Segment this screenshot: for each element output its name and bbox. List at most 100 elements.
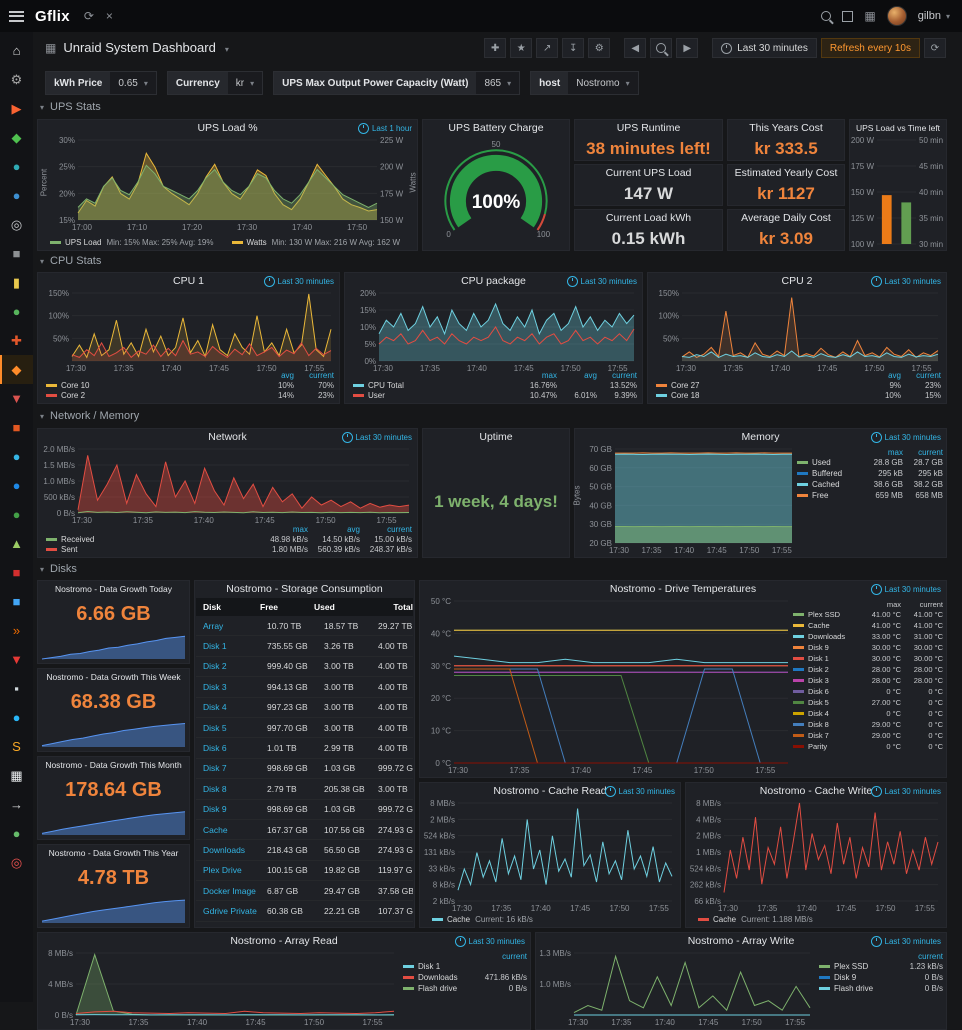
menu-toggle-icon[interactable] bbox=[9, 10, 24, 22]
shortcut-18-icon[interactable]: » bbox=[12, 623, 21, 638]
legend-row[interactable]: CPU Total 16.76% 13.52% bbox=[353, 380, 637, 390]
legend-row[interactable]: Disk 7 29.00 °C 0 °C bbox=[793, 730, 943, 741]
panel-title[interactable]: Uptime bbox=[479, 431, 513, 443]
legend-sort[interactable]: avg bbox=[584, 370, 597, 380]
legend-item[interactable]: UPS Load Min: 15% Max: 25% Avg: 19% bbox=[50, 238, 214, 247]
legend-row[interactable]: Used 28.8 GB 28.7 GB bbox=[797, 457, 943, 468]
panel-title[interactable]: Memory bbox=[741, 431, 780, 443]
legend-sort[interactable]: max bbox=[541, 370, 557, 380]
settings-icon[interactable]: ⚙ bbox=[10, 71, 23, 87]
legend-row[interactable]: Disk 9 30.00 °C 30.00 °C bbox=[793, 642, 943, 653]
panel-title[interactable]: CPU package bbox=[461, 275, 526, 287]
panel-time-range[interactable]: Last 30 minutes bbox=[604, 786, 675, 797]
ups-load-chart[interactable]: 15% 20% 25% 30% 150 W 175 W 200 W 225 W 17:00 17:… bbox=[46, 136, 411, 232]
legend-row[interactable]: Downloads 471.86 kB/s bbox=[403, 972, 527, 983]
cpu-package-chart[interactable]: 0% 5% 10% 15% 20% 17:30 17:35 17:40 17:45 17:50 17… bbox=[347, 289, 640, 373]
legend-item[interactable]: Cache Current: 1.188 MB/s bbox=[698, 915, 813, 924]
shortcut-20-icon[interactable]: ▪ bbox=[14, 681, 19, 696]
legend-sort[interactable]: avg bbox=[888, 370, 901, 380]
legend-item[interactable]: Watts Min: 130 W Max: 216 W Avg: 162 W bbox=[231, 238, 400, 247]
legend-row[interactable]: Disk 5 27.00 °C 0 °C bbox=[793, 697, 943, 708]
panel-title[interactable]: Nostromo - Data Growth Today bbox=[55, 584, 172, 594]
shortcut-8-icon[interactable]: ✚ bbox=[11, 332, 22, 348]
panel-time-range[interactable]: Last 1 hour bbox=[357, 123, 412, 134]
legend-row[interactable]: Disk 2 28.00 °C 28.00 °C bbox=[793, 664, 943, 675]
legend-sort[interactable]: current bbox=[919, 599, 943, 609]
panel-time-range[interactable]: Last 30 minutes bbox=[870, 432, 941, 443]
table-row[interactable]: Disk 5 997.70 GB 3.00 TB 4.00 TB bbox=[196, 718, 413, 739]
variable-dropdown[interactable]: host Nostromo bbox=[530, 71, 639, 95]
legend-row[interactable]: Plex SSD 1.23 kB/s bbox=[819, 961, 943, 972]
shortcut-9-icon[interactable]: ◆ bbox=[0, 355, 33, 384]
row-toggle-disks[interactable]: Disks bbox=[40, 563, 77, 575]
table-row[interactable]: Disk 3 994.13 GB 3.00 TB 4.00 TB bbox=[196, 677, 413, 698]
network-chart[interactable]: 0 B/s 500 kB/s 1.0 MB/s 1.5 MB/s 2.0 MB/s 17:… bbox=[40, 445, 415, 525]
panel-title[interactable]: Nostromo - Array Write bbox=[687, 935, 795, 947]
cache-read-chart[interactable]: 2 kB/s 8 kB/s 33 kB/s 131 kB/s 524 kB/s 2 MB/… bbox=[422, 799, 678, 913]
panel-title[interactable]: Current Load kWh bbox=[605, 212, 692, 224]
legend-sort[interactable]: avg bbox=[347, 524, 360, 534]
legend-row[interactable]: Plex SSD 41.00 °C 41.00 °C bbox=[793, 609, 943, 620]
table-row[interactable]: Gdrive Unlimited1.13 PB20.74 TB1.13 PB bbox=[196, 922, 413, 926]
shortcut-21-icon[interactable]: ● bbox=[12, 710, 21, 725]
logout-icon[interactable]: → bbox=[10, 797, 23, 812]
fullscreen-icon[interactable] bbox=[842, 10, 854, 22]
legend-row[interactable]: User 10.47% 6.01% 9.39% bbox=[353, 390, 637, 400]
panel-title[interactable]: Nostromo - Cache Read bbox=[493, 785, 607, 797]
cache-write-chart[interactable]: 66 kB/s 262 kB/s 524 kB/s 1 MB/s 2 MB/s 4 MB/… bbox=[688, 799, 944, 913]
time-forward-icon[interactable]: ▶ bbox=[676, 38, 699, 58]
panel-title[interactable]: UPS Runtime bbox=[616, 122, 681, 134]
table-row[interactable]: Docker Image 6.87 GB 29.47 GB 37.58 GB bbox=[196, 881, 413, 902]
shortcut-19-icon[interactable]: ▼ bbox=[10, 652, 23, 667]
shortcut-15-icon[interactable]: ▲ bbox=[10, 536, 23, 551]
table-row[interactable]: Array 10.70 TB 18.57 TB 29.27 TB bbox=[196, 616, 413, 637]
shortcut-13-icon[interactable]: ● bbox=[12, 478, 21, 493]
legend-sort[interactable]: current bbox=[918, 951, 943, 961]
legend-row[interactable]: Core 2 14% 23% bbox=[46, 390, 334, 400]
table-row[interactable]: Disk 1 735.55 GB 3.26 TB 4.00 TB bbox=[196, 636, 413, 657]
legend-row[interactable]: Received 48.98 kB/s 14.50 kB/s 15.00 kB/s bbox=[46, 534, 412, 544]
add-panel-icon[interactable]: ✚ bbox=[484, 38, 507, 58]
cycle-view-icon[interactable]: ⟳ bbox=[83, 9, 94, 23]
column-header[interactable]: Total bbox=[393, 602, 413, 612]
refresh-icon[interactable]: ⟳ bbox=[924, 38, 946, 58]
panel-time-range[interactable]: Last 30 minutes bbox=[870, 584, 941, 595]
zoom-out-icon[interactable] bbox=[650, 38, 673, 58]
table-row[interactable]: Disk 4 997.23 GB 3.00 TB 4.00 TB bbox=[196, 698, 413, 718]
legend-row[interactable]: Core 18 10% 15% bbox=[656, 390, 941, 400]
legend-row[interactable]: Downloads 33.00 °C 31.00 °C bbox=[793, 631, 943, 642]
legend-row[interactable]: Sent 1.80 MB/s 560.39 kB/s 248.37 kB/s bbox=[46, 544, 412, 554]
row-toggle-cpu[interactable]: CPU Stats bbox=[40, 255, 101, 267]
variable-dropdown[interactable]: Currency kr bbox=[166, 71, 264, 95]
legend-sort[interactable]: current bbox=[612, 370, 637, 380]
panel-time-range[interactable]: Last 30 minutes bbox=[454, 936, 525, 947]
cpu1-chart[interactable]: 50% 100% 150% 17:30 17:35 17:40 17:45 17:50 17:5… bbox=[40, 289, 337, 373]
memory-chart[interactable]: 20 GB 30 GB 40 GB 50 GB 60 GB 70 GB 17:30 17:35… bbox=[583, 445, 798, 555]
legend-row[interactable]: Disk 8 29.00 °C 0 °C bbox=[793, 719, 943, 730]
legend-sort[interactable]: max bbox=[292, 524, 308, 534]
panel-title[interactable]: Nostromo - Storage Consumption bbox=[226, 583, 383, 595]
shortcut-11-icon[interactable]: ■ bbox=[12, 420, 21, 435]
user-menu[interactable]: gilbn bbox=[918, 10, 950, 22]
column-header[interactable]: Free bbox=[260, 602, 278, 612]
time-picker[interactable]: Last 30 minutes bbox=[712, 38, 817, 58]
battery-gauge[interactable]: 0 50 100 100% bbox=[424, 136, 568, 248]
settings-icon[interactable]: ⚙ bbox=[588, 38, 611, 58]
panel-title[interactable]: UPS Load vs Time left bbox=[855, 123, 941, 133]
save-icon[interactable]: ↧ bbox=[562, 38, 585, 58]
legend-sort[interactable]: current bbox=[916, 370, 941, 380]
ups-bar-chart[interactable]: 100 W 125 W 150 W 175 W 200 W 30 min 35 min 40 … bbox=[850, 136, 946, 248]
panel-title[interactable]: Nostromo - Drive Temperatures bbox=[609, 583, 757, 595]
panel-title[interactable]: Current UPS Load bbox=[605, 167, 692, 179]
legend-row[interactable]: Disk 1 bbox=[403, 961, 527, 972]
panel-time-range[interactable]: Last 30 minutes bbox=[263, 276, 334, 287]
shortcut-5-icon[interactable]: ■ bbox=[12, 246, 21, 261]
shortcut-10-icon[interactable]: ▼ bbox=[10, 391, 23, 406]
